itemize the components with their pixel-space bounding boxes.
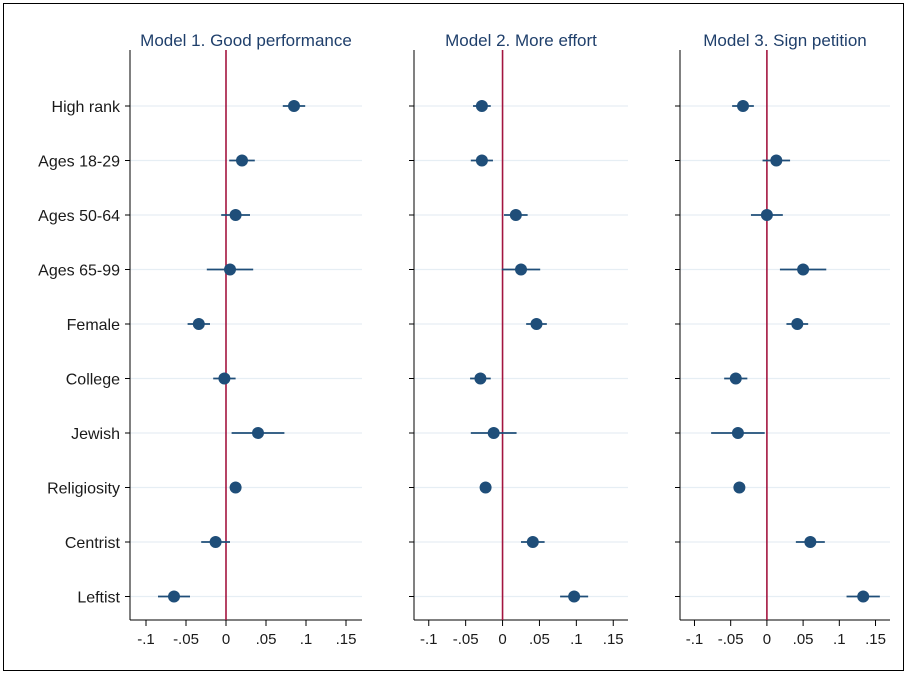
category-label: Leftist	[77, 590, 120, 607]
coefficient-point	[475, 100, 488, 112]
coefficient-point	[797, 263, 810, 276]
x-tick-label: -.1	[686, 631, 704, 648]
coefficient-point	[236, 154, 248, 167]
coefficient-point	[791, 318, 804, 330]
coefficient-point	[218, 372, 231, 385]
x-tick-label: .05	[256, 631, 277, 648]
x-tick-label: .05	[529, 631, 550, 648]
x-tick-label: -.05	[453, 631, 479, 648]
coefficient-point	[229, 209, 242, 221]
category-label: Ages 18-29	[38, 154, 120, 171]
coefficient-point	[737, 100, 749, 112]
x-tick-label: 0	[763, 631, 771, 648]
category-label: College	[66, 372, 120, 389]
x-tick-label: 0	[498, 631, 506, 648]
coefficient-point	[209, 536, 222, 548]
coefficient-point	[475, 154, 488, 167]
x-tick-label: .1	[833, 631, 846, 648]
x-tick-label: -.1	[420, 631, 438, 648]
x-tick-label: .15	[865, 631, 886, 648]
x-tick-label: -.05	[173, 631, 199, 648]
coefficient-point	[760, 209, 773, 221]
coefficient-point	[729, 372, 742, 385]
coefficient-point	[288, 100, 300, 112]
coefficient-point	[487, 427, 500, 439]
x-tick-label: -.05	[718, 631, 744, 648]
x-tick-label: .1	[570, 631, 583, 648]
coefficient-point	[733, 481, 746, 494]
coefficient-point	[731, 427, 744, 439]
category-label: Ages 50-64	[38, 208, 120, 225]
coefficient-point	[224, 263, 236, 276]
panel-title: Model 2. More effort	[445, 31, 597, 50]
coefficient-point	[192, 318, 205, 330]
coefficient-point	[515, 263, 527, 276]
category-label: Female	[67, 317, 120, 334]
x-tick-label: 0	[222, 631, 230, 648]
coefficient-point	[252, 427, 264, 439]
x-tick-label: .15	[336, 631, 357, 648]
x-tick-label: .1	[300, 631, 313, 648]
category-label: Jewish	[71, 426, 120, 443]
x-tick-label: -.1	[137, 631, 155, 648]
coefficient-point	[770, 154, 783, 167]
coefficient-point	[804, 536, 817, 548]
coefficient-point	[509, 209, 522, 221]
figure-frame	[3, 3, 904, 671]
coefficient-point	[474, 372, 487, 385]
x-tick-label: .15	[603, 631, 624, 648]
category-label: Religiosity	[47, 481, 120, 498]
category-label: Ages 65-99	[38, 263, 120, 280]
coefficient-point	[479, 481, 492, 494]
coefficient-point	[168, 590, 180, 603]
panel-title: Model 3. Sign petition	[703, 31, 867, 50]
category-label: Centrist	[65, 535, 121, 552]
coefficient-point	[229, 481, 242, 494]
coefficient-point	[857, 590, 870, 603]
coefficient-point	[526, 536, 539, 548]
x-tick-label: .05	[793, 631, 814, 648]
panel-title: Model 1. Good performance	[140, 31, 352, 50]
coefficient-point	[530, 318, 543, 330]
coefficient-point	[568, 590, 581, 603]
category-label: High rank	[52, 99, 121, 116]
